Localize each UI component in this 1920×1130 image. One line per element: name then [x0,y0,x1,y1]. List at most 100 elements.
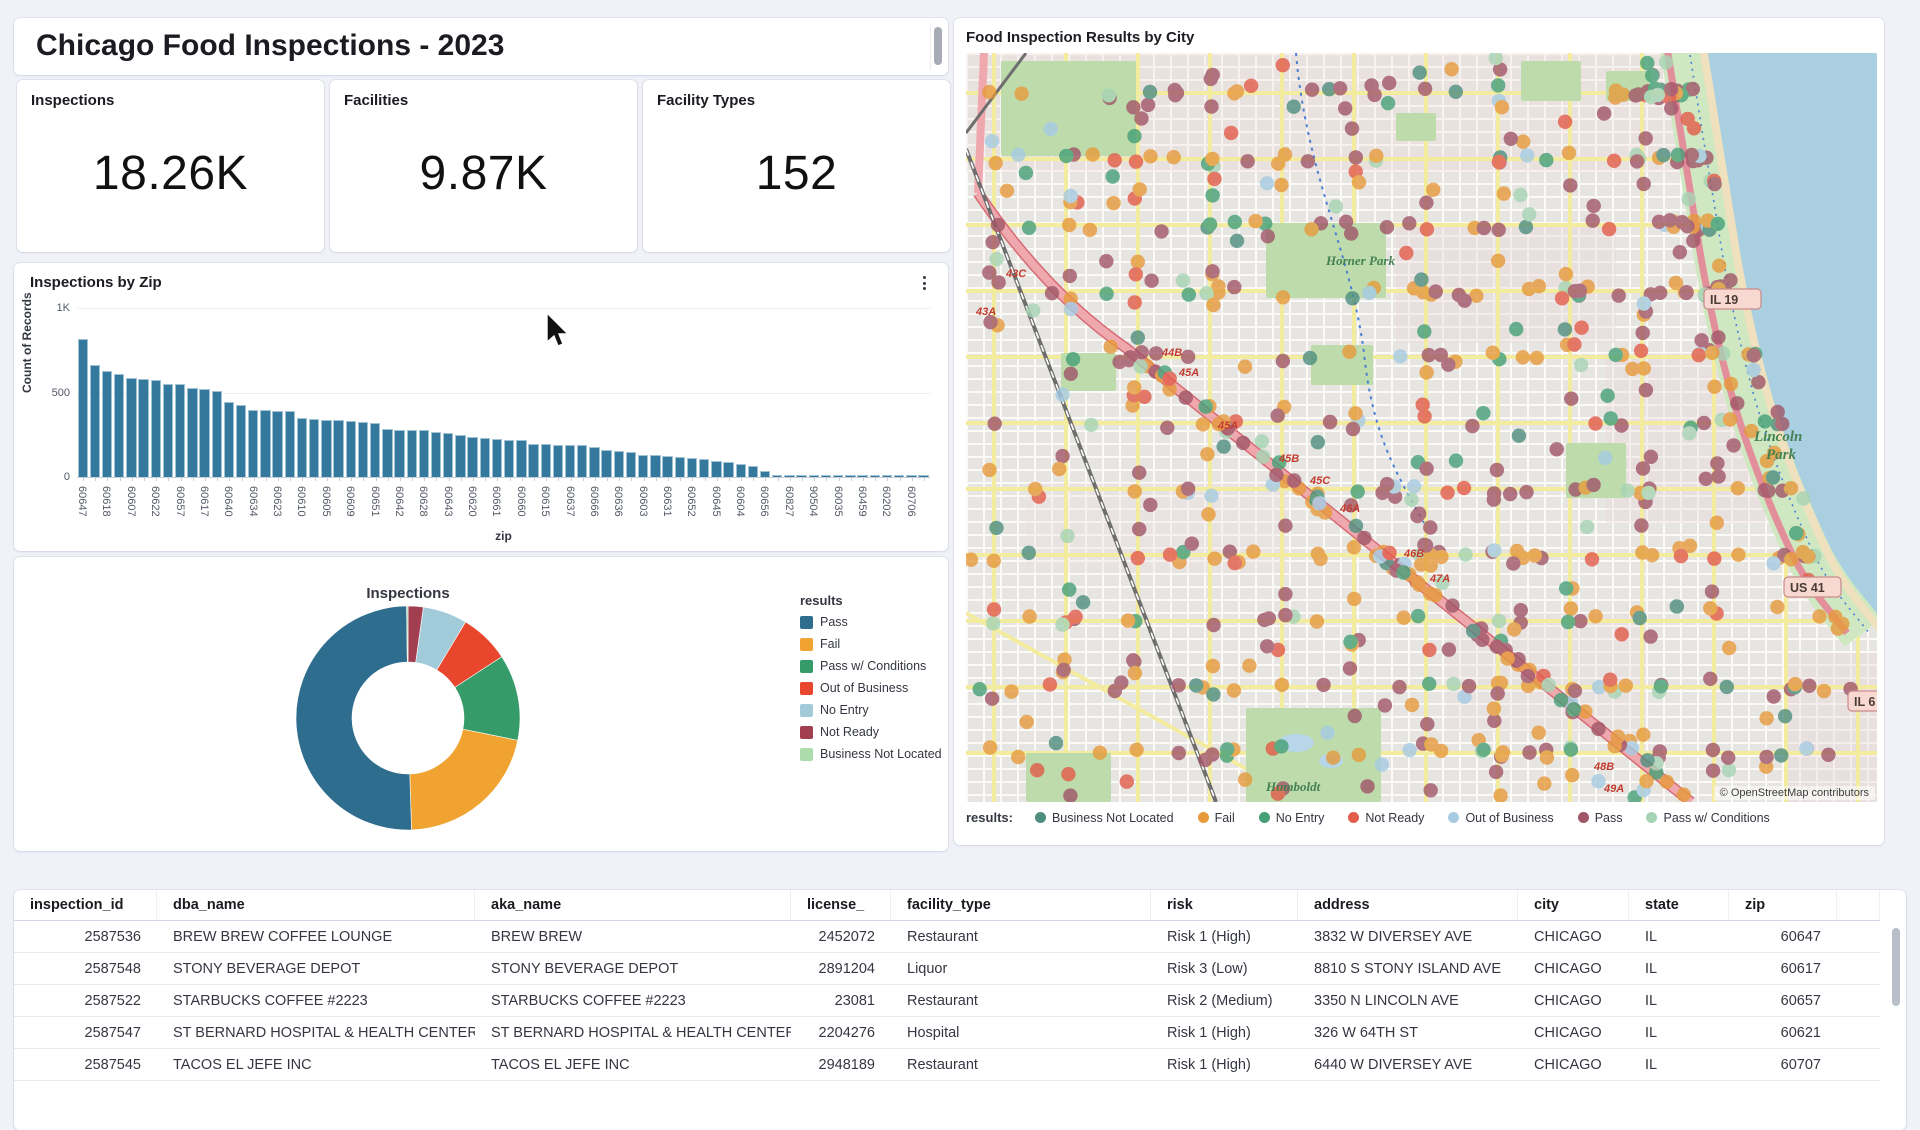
bar[interactable] [601,450,612,477]
map-canvas[interactable]: Horner Park Humboldt Lincoln Park 43A 43C 44B 4… [966,53,1877,802]
bar[interactable] [650,455,661,477]
kebab-menu-icon[interactable] [912,271,936,295]
bar[interactable] [759,471,771,477]
bar[interactable] [686,458,698,477]
bar[interactable] [784,475,795,477]
bar[interactable] [272,411,283,477]
bar[interactable] [369,423,381,477]
bar[interactable] [126,378,137,477]
bar[interactable] [357,422,369,477]
bar[interactable] [516,440,527,477]
bar[interactable] [89,365,101,477]
bar-chart[interactable]: 1K 500 0 60647 60618 60607 60622 60657 60617 6064… [52,302,930,517]
bar[interactable] [577,445,588,477]
column-header-facility_type[interactable]: facility_type [891,890,1151,920]
bar[interactable] [150,380,161,477]
donut-segment-fail[interactable] [409,728,519,830]
bar[interactable] [430,432,442,477]
bar[interactable] [284,411,296,477]
map-legend-item[interactable]: Pass w/ Conditions [1646,811,1770,825]
bar[interactable] [735,464,746,477]
bar[interactable] [211,391,222,477]
bar[interactable] [638,455,649,477]
bar[interactable] [187,388,198,477]
legend-item[interactable]: Out of Business [800,681,942,695]
bar[interactable] [613,451,625,477]
donut-chart[interactable] [296,606,520,830]
bar[interactable] [674,457,685,477]
bar[interactable] [309,419,320,477]
bar[interactable] [625,452,637,477]
legend-item[interactable]: Fail [800,637,942,651]
table-scrollbar-thumb[interactable] [1892,928,1900,1006]
legend-item[interactable]: Not Ready [800,725,942,739]
bar[interactable] [345,421,356,477]
bar[interactable] [504,440,515,477]
bar[interactable] [918,475,929,477]
bar[interactable] [808,475,820,477]
bar[interactable] [662,456,673,477]
column-header-state[interactable]: state [1629,890,1729,920]
bar[interactable] [296,418,308,477]
map-legend-item[interactable]: Not Ready [1348,811,1424,825]
bar[interactable] [747,466,759,477]
column-header-inspection_id[interactable]: inspection_id [14,890,157,920]
bar[interactable] [235,405,247,477]
bar[interactable] [711,461,722,477]
bar[interactable] [101,371,113,477]
bar[interactable] [479,438,490,477]
column-header-dba_name[interactable]: dba_name [157,890,475,920]
bar[interactable] [857,475,868,477]
bar[interactable] [382,429,393,477]
map-legend-item[interactable]: Fail [1197,811,1235,825]
map-legend-item[interactable]: Business Not Located [1034,811,1174,825]
bar[interactable] [418,430,430,477]
bar[interactable] [698,459,710,477]
title-panel-scrollbar[interactable] [930,23,944,70]
bar[interactable] [333,420,344,477]
column-header-aka_name[interactable]: aka_name [475,890,791,920]
bar[interactable] [906,475,917,477]
legend-item[interactable]: No Entry [800,703,942,717]
bar[interactable] [723,462,734,477]
bar[interactable] [833,475,844,477]
bar[interactable] [772,475,783,477]
column-header-city[interactable]: city [1518,890,1629,920]
column-header-license_[interactable]: license_ [791,890,891,920]
bar[interactable] [260,410,271,477]
bar[interactable] [893,475,905,477]
table-row[interactable]: 2587536 BREW BREW COFFEE LOUNGE BREW BREW 2… [14,921,1880,953]
bar[interactable] [455,435,466,477]
map-attribution[interactable]: © OpenStreetMap contributors [1713,786,1875,800]
bar[interactable] [528,444,539,477]
table-row[interactable]: 2587545 TACOS EL JEFE INC TACOS EL JEFE IN… [14,1049,1880,1081]
bar[interactable] [406,430,417,477]
bar[interactable] [248,410,259,477]
bar[interactable] [162,384,174,477]
donut-segment-pass[interactable] [296,606,412,830]
bar[interactable] [443,433,454,477]
legend-item[interactable]: Pass w/ Conditions [800,659,942,673]
legend-item[interactable]: Business Not Located [800,747,942,761]
scrollbar-thumb[interactable] [934,27,942,65]
bar[interactable] [394,430,405,477]
bar[interactable] [223,402,235,477]
bar[interactable] [564,445,576,477]
bar[interactable] [77,339,88,477]
bar[interactable] [589,447,600,477]
bar[interactable] [491,439,503,477]
bar[interactable] [199,389,210,477]
bar[interactable] [321,420,332,477]
column-header-address[interactable]: address [1298,890,1518,920]
column-header-zip[interactable]: zip [1729,890,1837,920]
bar[interactable] [174,384,186,477]
bar[interactable] [540,444,551,477]
column-header-risk[interactable]: risk [1151,890,1298,920]
table-row[interactable]: 2587547 ST BERNARD HOSPITAL & HEALTH CENT… [14,1017,1880,1049]
bar[interactable] [796,475,807,477]
legend-item[interactable]: Pass [800,615,942,629]
map-legend-item[interactable]: Pass [1577,811,1622,825]
bar[interactable] [845,475,856,477]
bar[interactable] [138,379,149,477]
bar[interactable] [114,374,125,477]
